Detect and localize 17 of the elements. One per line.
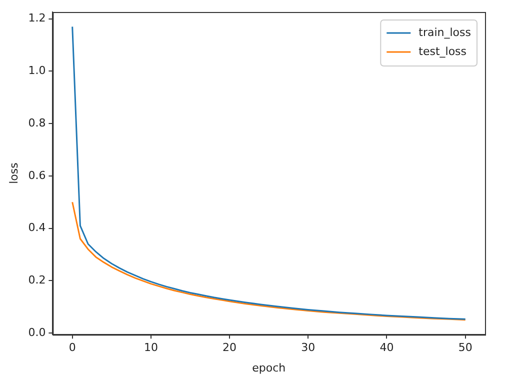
- y-tick-label: 0.2: [28, 274, 46, 287]
- x-tick-label: 10: [144, 341, 158, 354]
- y-tick-label: 0.4: [28, 221, 46, 234]
- legend-label: train_loss: [418, 26, 472, 39]
- y-tick-label: 0.6: [28, 168, 46, 182]
- y-tick-label: 1.0: [28, 64, 46, 78]
- y-axis-title: loss: [7, 162, 20, 184]
- y-tick-label: 1.2: [28, 12, 46, 25]
- x-tick-label: 50: [458, 341, 472, 354]
- x-tick-label: 40: [380, 341, 394, 354]
- legend-label: test_loss: [418, 44, 467, 58]
- y-tick-label: 0.0: [28, 326, 46, 339]
- x-tick-label: 0: [68, 341, 76, 354]
- x-axis-title: epoch: [252, 361, 286, 374]
- x-tick-label: 20: [222, 341, 237, 354]
- y-tick-label: 0.8: [28, 116, 46, 130]
- x-tick-label: 30: [301, 341, 316, 354]
